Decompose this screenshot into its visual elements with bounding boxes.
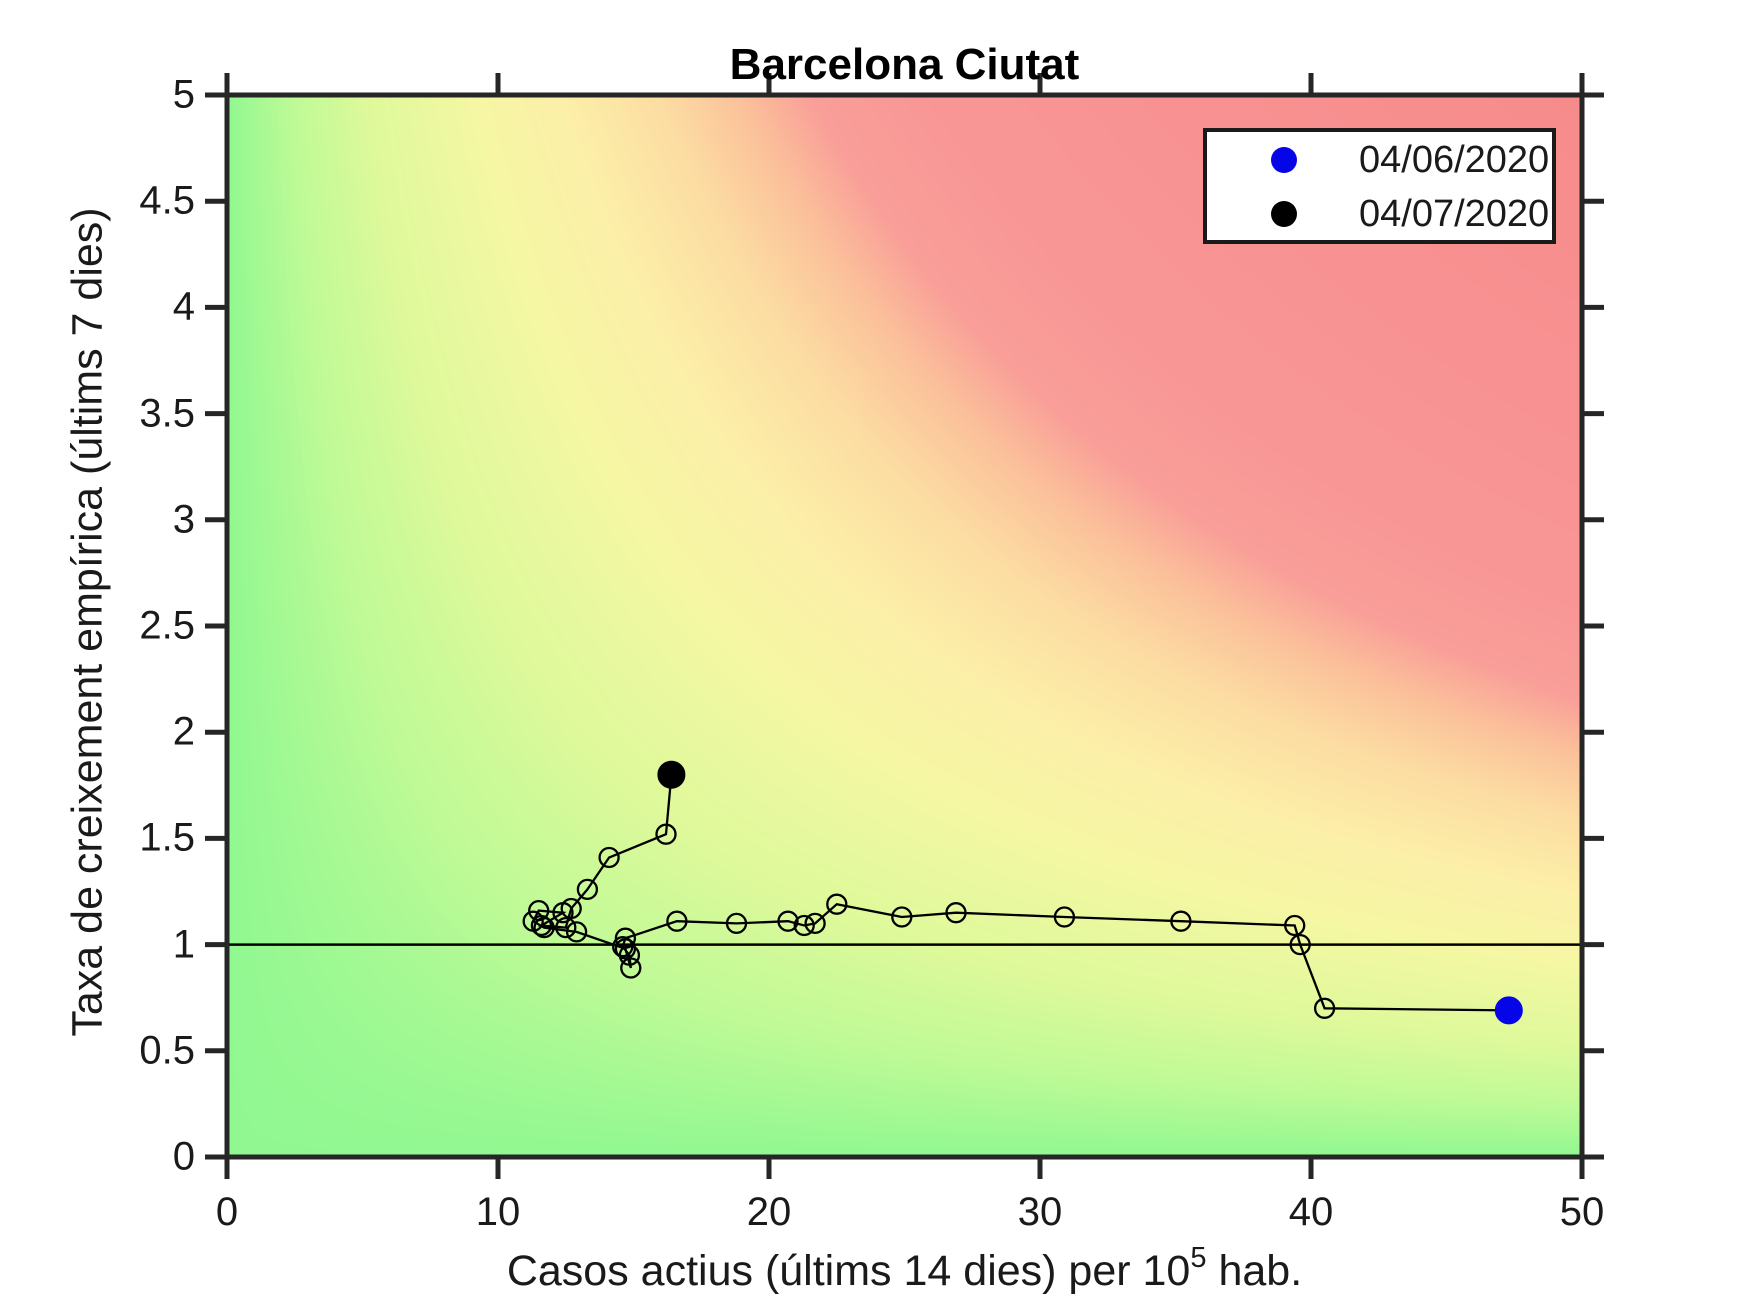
y-tick-label: 0.5 <box>139 1028 195 1073</box>
data-point-marker <box>1284 914 1306 937</box>
data-point-marker <box>528 899 550 922</box>
x-tick-label: 10 <box>475 1190 521 1234</box>
data-point-marker <box>945 902 967 924</box>
data-point-marker <box>614 938 637 960</box>
data-point-marker <box>565 921 588 943</box>
x-tick-label: 20 <box>746 1190 792 1234</box>
data-point-marker <box>1289 933 1311 956</box>
data-point-marker <box>891 906 913 928</box>
x-tick-label: 30 <box>1017 1190 1063 1234</box>
axes-border <box>224 92 1585 1160</box>
risk-gradient-background <box>227 95 1582 1157</box>
data-point-marker <box>793 914 815 937</box>
data-point-marker <box>1170 910 1192 932</box>
y-tick-label: 1.5 <box>139 815 195 860</box>
y-tick-label: 4.5 <box>139 178 195 223</box>
x-axis-label-text: Casos actius (últims 14 dies) per 10 <box>506 1247 1191 1295</box>
x-axis-label-exponent: 5 <box>1190 1242 1207 1274</box>
data-point-marker <box>1053 906 1076 928</box>
data-point-marker <box>576 878 599 901</box>
legend: 04/06/2020 04/07/2020 <box>1203 128 1556 244</box>
y-tick-label: 1 <box>172 922 195 967</box>
legend-entry: 04/06/2020 <box>1207 134 1552 186</box>
data-point-marker <box>555 916 577 939</box>
x-tick-label: 0 <box>215 1190 239 1234</box>
y-tick-label: 4 <box>172 284 195 329</box>
data-point-marker <box>620 957 642 979</box>
data-point-marker <box>804 912 826 935</box>
data-point-marker <box>777 910 799 932</box>
data-point-marker <box>1313 997 1336 1019</box>
data-point-marker <box>560 897 582 920</box>
legend-entry-label: 04/07/2020 <box>1359 192 1550 235</box>
data-point-marker <box>826 893 848 915</box>
y-tick-label: 5 <box>172 72 195 117</box>
x-axis-label: Casos actius (últims 14 dies) per 105 ha… <box>227 1242 1582 1296</box>
start-date-marker <box>1494 996 1523 1025</box>
y-tick-label: 3.5 <box>139 391 195 436</box>
y-tick-label: 0 <box>172 1134 195 1179</box>
y-tick-label: 2 <box>172 709 195 754</box>
chart-title: Barcelona Ciutat <box>729 40 1080 89</box>
x-tick-label: 40 <box>1288 1190 1334 1234</box>
data-point-marker <box>655 823 677 845</box>
legend-marker-dot <box>1271 147 1297 173</box>
y-tick-label: 2.5 <box>139 603 195 648</box>
data-point-marker <box>666 910 688 932</box>
legend-entry: 04/07/2020 <box>1207 188 1552 240</box>
data-point-marker <box>598 846 620 869</box>
y-tick-label: 3 <box>172 497 195 542</box>
end-date-marker <box>657 760 686 789</box>
data-point-marker <box>530 914 553 937</box>
trajectory-line <box>531 774 1509 1012</box>
x-tick-label: 50 <box>1559 1190 1605 1234</box>
data-point-marker <box>725 912 748 935</box>
legend-marker-dot <box>1271 201 1297 227</box>
legend-entry-label: 04/06/2020 <box>1359 138 1550 181</box>
x-axis-label-suffix: hab. <box>1206 1247 1303 1295</box>
